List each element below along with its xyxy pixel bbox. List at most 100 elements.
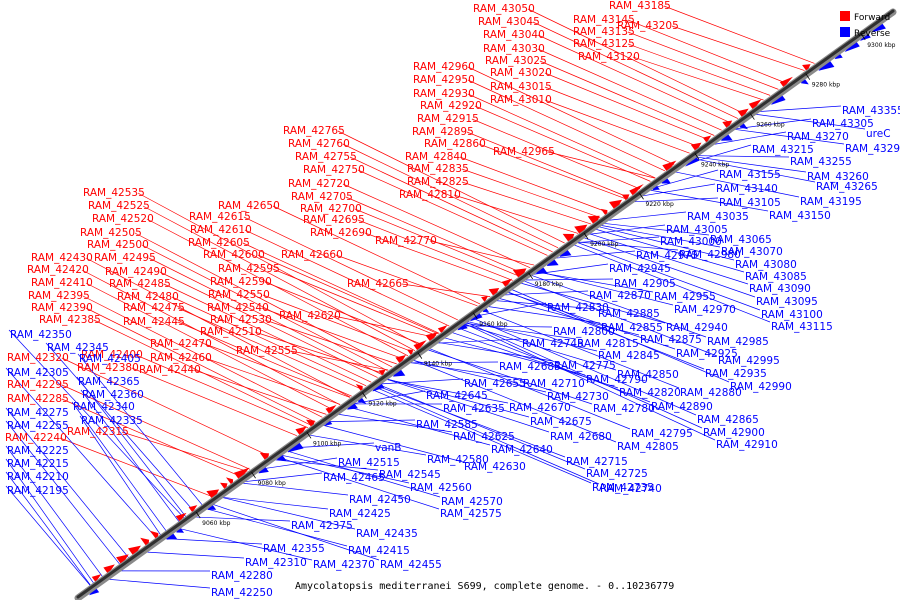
leader-line bbox=[262, 294, 414, 353]
leader-line bbox=[281, 454, 410, 484]
leader-line bbox=[357, 169, 548, 256]
forward-gene bbox=[501, 278, 513, 288]
forward-gene bbox=[488, 288, 500, 298]
forward-gene bbox=[587, 215, 600, 227]
leader-line bbox=[121, 431, 248, 472]
reverse-gene-label: RAM_43080 bbox=[735, 259, 797, 271]
legend: Forward Reverse bbox=[840, 11, 891, 39]
leader-line bbox=[544, 72, 709, 141]
reverse-gene-label: RAM_42715 bbox=[566, 456, 628, 468]
reverse-gene-label: RAM_42905 bbox=[614, 278, 676, 290]
reverse-gene-label: RAM_42345 bbox=[47, 342, 109, 354]
leader-line bbox=[531, 275, 707, 338]
reverse-gene-label: RAM_42955 bbox=[654, 291, 716, 303]
reverse-gene-label: RAM_43070 bbox=[721, 246, 783, 258]
reverse-gene-label: RAM_42580 bbox=[427, 454, 489, 466]
reverse-gene-label: RAM_42990 bbox=[730, 381, 792, 393]
reverse-gene-label: RAM_43255 bbox=[790, 156, 852, 168]
forward-gene-label: RAM_43185 bbox=[609, 0, 671, 12]
reverse-gene-label: RAM_42425 bbox=[329, 508, 391, 520]
forward-gene-label: RAM_42320 bbox=[7, 352, 69, 364]
leader-line bbox=[348, 406, 491, 446]
leader-line bbox=[694, 158, 816, 183]
leader-line bbox=[462, 325, 553, 328]
leader-line bbox=[163, 283, 372, 383]
forward-gene-label: RAM_42665 bbox=[347, 278, 409, 290]
tick-mark bbox=[306, 432, 312, 439]
forward-gene-label: RAM_42525 bbox=[88, 200, 150, 212]
leader-line bbox=[760, 105, 842, 112]
forward-gene bbox=[779, 76, 793, 88]
reverse-gene-label: RAM_42305 bbox=[7, 367, 69, 379]
reverse-gene-label: RAM_42805 bbox=[617, 441, 679, 453]
leader-line bbox=[735, 129, 845, 145]
leader-line bbox=[147, 551, 245, 559]
reverse-gene-label: RAM_42945 bbox=[609, 263, 671, 275]
leader-line bbox=[278, 457, 440, 510]
leader-line bbox=[376, 387, 600, 485]
tick-mark bbox=[472, 312, 478, 320]
reverse-gene-label: RAM_43265 bbox=[816, 181, 878, 193]
forward-gene-label: RAM_42770 bbox=[375, 235, 437, 247]
leader-line bbox=[264, 281, 424, 346]
leader-line bbox=[196, 516, 291, 522]
reverse-gene-label: RAM_42725 bbox=[586, 468, 648, 480]
leader-line bbox=[464, 323, 716, 441]
leader-line bbox=[5, 445, 107, 582]
forward-gene-label: RAM_42765 bbox=[283, 125, 345, 137]
forward-gene bbox=[175, 512, 187, 523]
reverse-gene-label: RAM_42820 bbox=[619, 387, 681, 399]
leader-line bbox=[453, 194, 579, 234]
leader-line bbox=[608, 211, 687, 221]
leader-line bbox=[254, 331, 384, 374]
reverse-gene-label: RAM_42645 bbox=[426, 390, 488, 402]
legend-reverse-label: Reverse bbox=[854, 29, 891, 39]
reverse-gene-label: RAM_42775 bbox=[554, 360, 616, 372]
forward-gene bbox=[103, 564, 115, 575]
forward-gene-label: RAM_42965 bbox=[493, 146, 555, 158]
leader-line bbox=[364, 232, 508, 285]
leader-line bbox=[290, 350, 389, 371]
reverse-gene-label: RAM_42900 bbox=[703, 427, 765, 439]
reverse-gene-label: RAM_42340 bbox=[73, 401, 135, 413]
genome-caption: Amycolatopsis mediterranei S699, complet… bbox=[295, 581, 674, 592]
leader-line bbox=[137, 192, 422, 347]
reverse-gene bbox=[834, 51, 843, 60]
leader-line bbox=[61, 384, 251, 470]
reverse-gene-label: RAM_42885 bbox=[598, 308, 660, 320]
forward-gene-label: RAM_42460 bbox=[150, 352, 212, 364]
leader-line bbox=[478, 143, 627, 200]
forward-gene-label: RAM_42920 bbox=[420, 100, 482, 112]
forward-gene-label: RAM_42750 bbox=[303, 164, 365, 176]
label-leader-lines bbox=[5, 5, 866, 591]
leader-line bbox=[272, 205, 481, 305]
forward-gene-label: RAM_42555 bbox=[236, 345, 298, 357]
forward-gene-label: RAM_42835 bbox=[407, 163, 469, 175]
reverse-gene-label: RAM_42910 bbox=[716, 439, 778, 451]
leader-line bbox=[524, 280, 718, 357]
leader-line bbox=[76, 376, 191, 522]
leader-line bbox=[272, 268, 437, 336]
tick-mark bbox=[694, 153, 700, 160]
reverse-gene-label: RAM_42355 bbox=[263, 543, 325, 555]
leader-line bbox=[264, 319, 397, 365]
leader-line bbox=[387, 379, 509, 404]
leader-line bbox=[171, 296, 367, 387]
reverse-gene-label: RAM_42630 bbox=[464, 461, 526, 473]
leader-line bbox=[177, 321, 352, 397]
leader-line bbox=[467, 79, 666, 172]
leader-line bbox=[544, 86, 699, 148]
leader-line bbox=[223, 497, 329, 510]
reverse-gene-label: RAM_43140 bbox=[716, 183, 778, 195]
forward-gene-label: RAM_42540 bbox=[207, 302, 269, 314]
leader-line bbox=[85, 307, 316, 423]
leader-line bbox=[71, 401, 171, 537]
leader-line bbox=[714, 131, 787, 145]
leader-line bbox=[756, 114, 866, 130]
forward-gene-label: RAM_42500 bbox=[87, 239, 149, 251]
reverse-gene-label: RAM_42570 bbox=[441, 496, 503, 508]
forward-gene-label: RAM_42700 bbox=[300, 203, 362, 215]
reverse-gene-label: RAM_42310 bbox=[245, 557, 307, 569]
forward-gene-label: RAM_42535 bbox=[83, 187, 145, 199]
forward-gene-label: RAM_42600 bbox=[203, 249, 265, 261]
